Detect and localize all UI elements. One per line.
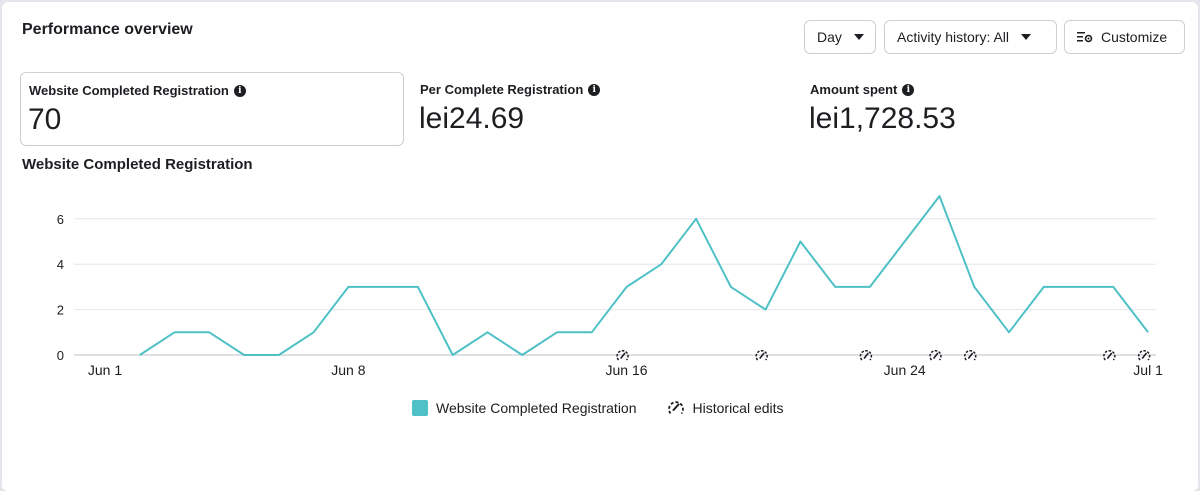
y-tick-label: 2 xyxy=(57,303,64,318)
y-tick-label: 0 xyxy=(57,348,64,363)
x-tick-label: Jun 8 xyxy=(331,362,365,378)
info-icon[interactable]: i xyxy=(902,83,915,96)
y-tick-label: 6 xyxy=(57,212,64,227)
info-icon[interactable]: i xyxy=(233,84,246,97)
historical-edit-marker xyxy=(929,349,942,361)
metric-label: Website Completed Registration i xyxy=(29,83,246,98)
historical-edit-icon xyxy=(667,401,684,415)
y-tick-label: 4 xyxy=(57,257,64,272)
x-tick-label: Jul 1 xyxy=(1133,362,1163,378)
legend-swatch xyxy=(412,400,428,416)
metric-label-text: Per Complete Registration xyxy=(420,82,584,97)
metric-value: 70 xyxy=(28,103,62,136)
line-chart: 0 2 4 6 Jun 1 Jun 8 Jun 16 Jun 24 Jul 1 xyxy=(57,195,1163,378)
activity-history-label: Activity history: All xyxy=(897,29,1010,45)
series-line xyxy=(139,195,1149,356)
metric-label: Per Complete Registration i xyxy=(420,82,601,97)
legend-historical-edits-label[interactable]: Historical edits xyxy=(692,400,784,416)
metric-label: Amount spent i xyxy=(810,82,915,97)
chart-title: Website Completed Registration xyxy=(22,156,253,173)
historical-edit-marker xyxy=(755,349,768,361)
legend-series-label[interactable]: Website Completed Registration xyxy=(436,400,637,416)
day-dropdown[interactable]: Day xyxy=(804,20,876,54)
metric-card-registrations[interactable]: Website Completed Registration i 70 xyxy=(20,72,404,146)
metric-card-cost-per-registration[interactable]: Per Complete Registration i lei24.69 xyxy=(412,72,792,146)
historical-edit-marker xyxy=(859,349,873,361)
day-dropdown-label: Day xyxy=(817,29,842,45)
historical-edit-marker xyxy=(616,349,629,361)
customize-label: Customize xyxy=(1101,29,1168,45)
metric-value: lei1,728.53 xyxy=(809,102,956,135)
historical-edit-marker xyxy=(1103,349,1116,361)
info-icon[interactable]: i xyxy=(588,83,601,96)
caret-down-icon xyxy=(853,34,864,40)
metric-label-text: Amount spent xyxy=(810,82,898,97)
historical-edit-marker xyxy=(964,349,977,361)
activity-history-dropdown[interactable]: Activity history: All xyxy=(884,20,1057,54)
caret-down-icon xyxy=(1021,34,1032,40)
x-tick-label: Jun 1 xyxy=(88,362,122,378)
x-tick-label: Jun 16 xyxy=(606,362,648,378)
customize-button[interactable]: Customize xyxy=(1064,20,1185,54)
metric-value: lei24.69 xyxy=(419,102,525,135)
metric-card-amount-spent[interactable]: Amount spent i lei1,728.53 xyxy=(802,72,1182,146)
chart-legend: Website Completed Registration Historica… xyxy=(412,399,784,417)
metric-label-text: Website Completed Registration xyxy=(29,83,229,98)
customize-icon xyxy=(1077,32,1093,43)
historical-edit-marker xyxy=(1137,349,1151,361)
page-title: Performance overview xyxy=(22,21,193,38)
x-tick-label: Jun 24 xyxy=(884,362,926,378)
